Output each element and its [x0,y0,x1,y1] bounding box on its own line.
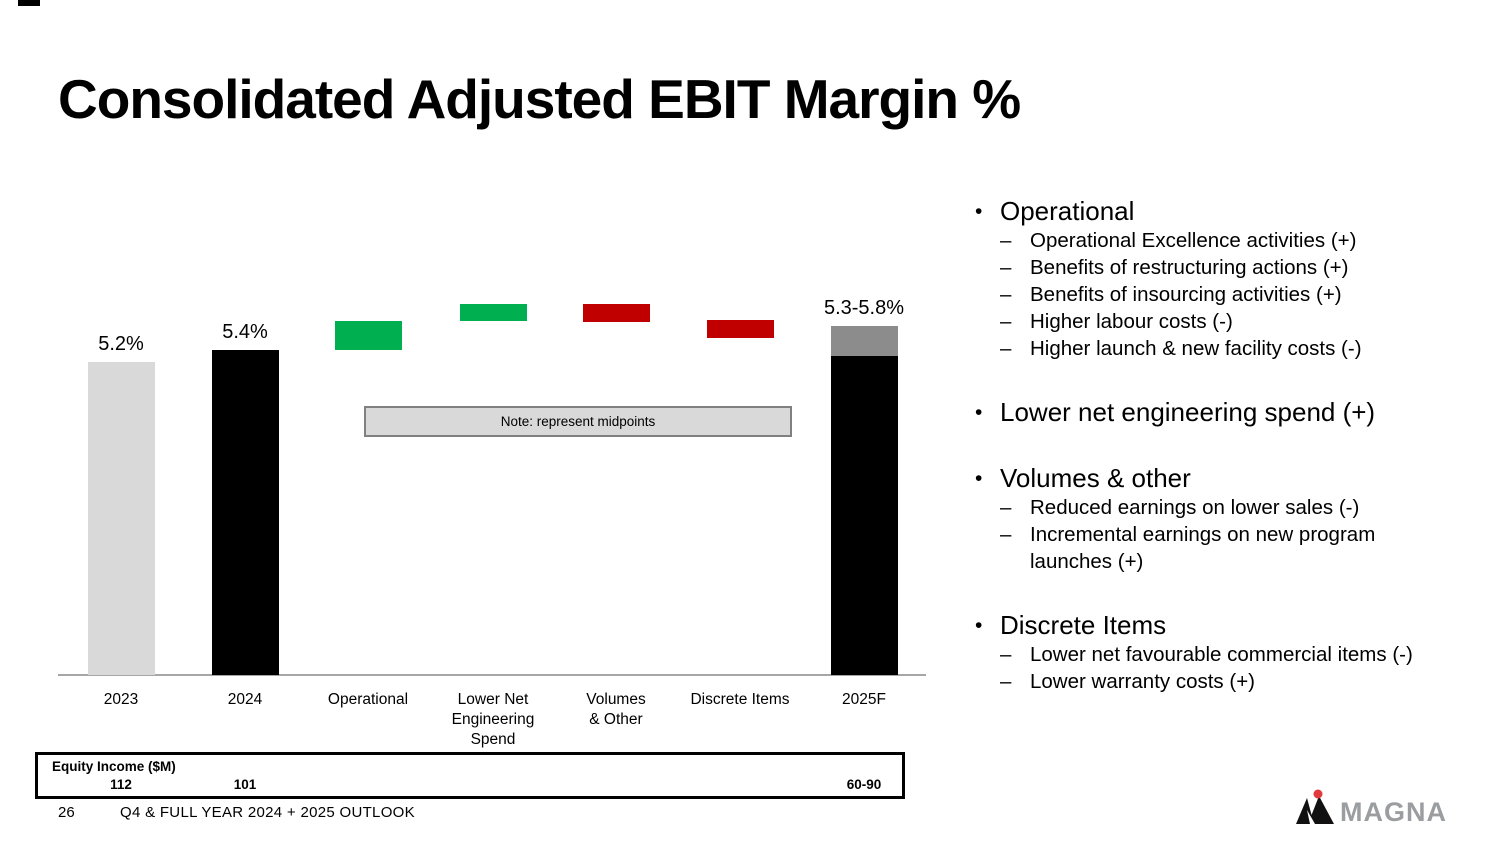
bullet-dot-icon: • [975,401,983,424]
bar-segment-2024 [211,349,279,675]
bullet-dot-icon: • [975,467,983,490]
x-axis-label: Discrete Items [690,691,790,708]
x-axis-label: Operational [327,691,409,708]
bullet-sub-text: Higher labour costs (-) [1030,310,1233,333]
commentary-panel: • Operational – Operational Excellence acti… [975,196,1440,730]
bullet-sub-item: – Benefits of insourcing activities (+) [975,281,1440,308]
bullet-sub-item: – Higher launch & new facility costs (-) [975,335,1440,362]
dash-icon: – [1000,496,1012,519]
bar-segment-operational [334,321,402,350]
bullet-group: • Lower net engineering spend (+) [975,397,1440,428]
bar-value-label: 5.2% [98,332,144,355]
bullet-sub-text: Higher launch & new facility costs (-) [1030,337,1362,360]
bullet-title: Discrete Items [1000,610,1167,640]
dash-icon: – [1000,523,1012,546]
x-axis-label: Volumes & Other [586,691,646,728]
bullet-dot-icon: • [975,200,983,223]
bullet-title: Operational [1000,196,1135,226]
waterfall-chart: Note: represent midpoints 5.2% 2023 5.4% 20… [58,296,926,748]
bullet-sub-item: – Benefits of restructuring actions (+) [975,254,1440,281]
bullet-sub-item: – Incremental earnings on new program lau… [975,521,1440,575]
x-axis-line [58,674,926,676]
bullet-sub-item: – Lower warranty costs (+) [975,668,1440,695]
bullet-sub-text: Operational Excellence activities (+) [1030,229,1357,252]
magna-logo: MAGNA [1294,788,1446,835]
dash-icon: – [1000,337,1012,360]
bullet-sub-item: – Lower net favourable commercial items (… [975,641,1440,668]
corner-mark [18,0,40,6]
dash-icon: – [1000,256,1012,279]
dash-icon: – [1000,670,1012,693]
page-number: 26 [58,804,75,821]
equity-income-value: 60-90 [846,777,882,792]
bar-value-label: 5.3-5.8% [823,296,905,319]
chart-note-box: Note: represent midpoints [364,406,792,437]
bullet-group: • Volumes & other – Reduced earnings on low… [975,463,1440,575]
bullet-sub-text: Benefits of insourcing activities (+) [1030,283,1342,306]
dash-icon: – [1000,310,1012,333]
bullet-sub-item: – Reduced earnings on lower sales (-) [975,494,1440,521]
magna-logo-icon: MAGNA [1296,789,1446,827]
bullet-main: • Discrete Items [975,610,1440,641]
x-axis-label: Lower Net Engineering Spend [451,691,535,748]
bullet-sub-item: – Operational Excellence activities (+) [975,227,1440,254]
equity-income-label: Equity Income ($M) [52,759,176,774]
x-axis-label: 2025F [842,691,886,708]
dash-icon: – [1000,643,1012,666]
dash-icon: – [1000,229,1012,252]
bullet-dot-icon: • [975,614,983,637]
bar-segment-2025f [830,355,898,675]
bullet-group: • Discrete Items – Lower net favourable com… [975,610,1440,695]
bar-value-label: 5.4% [222,320,268,343]
bar-segment-volumes-other [582,303,650,322]
footer-title: Q4 & FULL YEAR 2024 + 2025 OUTLOOK [120,804,415,821]
bullet-main: • Lower net engineering spend (+) [975,397,1440,428]
bullet-sub-text: Lower warranty costs (+) [1030,670,1255,693]
bar-segment-2025f [830,325,898,356]
bullet-title: Lower net engineering spend (+) [1000,397,1376,427]
bar-segment-discrete-items [706,319,774,338]
bullet-main: • Operational [975,196,1440,227]
bullet-sub-text: Lower net favourable commercial items (-… [1030,643,1413,666]
magna-logo-text: MAGNA [1340,797,1446,827]
equity-income-value: 101 [233,777,257,792]
x-axis-label: 2024 [227,691,263,708]
dash-icon: – [1000,283,1012,306]
bullet-title: Volumes & other [1000,463,1191,493]
bullet-sub-item: – Higher labour costs (-) [975,308,1440,335]
equity-income-value: 112 [110,777,132,792]
x-axis-label: 2023 [103,691,139,708]
bullet-sub-text: Benefits of restructuring actions (+) [1030,256,1349,279]
page-title: Consolidated Adjusted EBIT Margin % [58,67,1021,130]
bullet-main: • Volumes & other [975,463,1440,494]
bullet-sub-text: Reduced earnings on lower sales (-) [1030,496,1360,519]
bar-segment-2023 [87,361,155,675]
bullet-group: • Operational – Operational Excellence acti… [975,196,1440,362]
equity-income-box: Equity Income ($M) 112 101 60-90 [35,752,905,799]
bar-segment-lower-net-engineering-spend [459,303,527,322]
bullet-sub-text: Incremental earnings on new program laun… [1030,523,1376,573]
